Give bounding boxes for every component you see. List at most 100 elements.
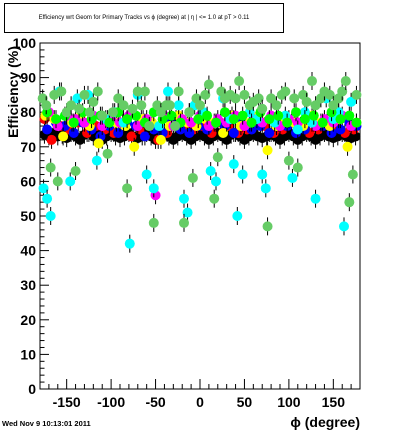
data-point xyxy=(344,197,355,208)
data-point xyxy=(292,124,303,135)
data-point xyxy=(230,93,241,104)
chart-title: Efficiency wrt Geom for Primary Tracks v… xyxy=(4,3,284,33)
data-point xyxy=(342,141,353,152)
data-point xyxy=(127,103,138,114)
data-point xyxy=(52,176,63,187)
x-tick-label: -50 xyxy=(145,394,165,410)
x-tick-label: -150 xyxy=(53,394,81,410)
data-point xyxy=(126,131,137,142)
data-point xyxy=(203,79,214,90)
data-point xyxy=(317,117,328,128)
data-point xyxy=(46,134,57,145)
data-point xyxy=(228,159,239,170)
data-point xyxy=(335,114,346,125)
data-point xyxy=(70,166,81,177)
data-point xyxy=(299,114,310,125)
data-point xyxy=(97,110,108,121)
data-point xyxy=(237,110,248,121)
data-point xyxy=(339,221,349,232)
data-point xyxy=(273,110,284,121)
data-point xyxy=(260,183,271,194)
data-point xyxy=(264,127,275,138)
data-point xyxy=(58,131,69,142)
data-point xyxy=(262,221,273,232)
data-point xyxy=(212,152,223,163)
data-point xyxy=(310,100,321,111)
data-point xyxy=(45,211,56,221)
data-point xyxy=(173,100,184,111)
data-point xyxy=(139,131,150,142)
data-point xyxy=(246,117,257,128)
data-point xyxy=(328,100,339,111)
data-point xyxy=(79,89,90,100)
data-point xyxy=(184,127,195,138)
data-point xyxy=(184,107,195,118)
data-point xyxy=(200,89,211,100)
data-point xyxy=(38,183,49,194)
data-point xyxy=(202,110,213,121)
data-point xyxy=(102,148,113,159)
y-tick-label: 40 xyxy=(20,243,36,259)
data-point xyxy=(74,103,85,114)
data-point xyxy=(292,162,303,173)
data-point xyxy=(68,117,79,128)
data-point xyxy=(209,193,220,204)
data-point xyxy=(42,193,53,204)
x-tick-label: 0 xyxy=(196,394,204,410)
data-point xyxy=(228,127,239,138)
y-tick-label: 10 xyxy=(20,346,36,362)
axis-ticks: 0 10 20 30 40 50 60 70 80 90 100 -150 -100 -50 0 50 100 1… xyxy=(13,35,361,410)
data-point xyxy=(170,121,181,132)
data-point xyxy=(283,155,294,166)
data-point xyxy=(228,114,239,125)
data-point xyxy=(113,93,124,104)
data-point xyxy=(264,114,275,125)
x-tick-label: -100 xyxy=(97,394,125,410)
data-point xyxy=(211,117,221,128)
data-point xyxy=(266,93,277,104)
data-point xyxy=(337,86,348,97)
x-tick-label: 50 xyxy=(237,394,253,410)
y-tick-label: 90 xyxy=(20,70,36,86)
data-point xyxy=(291,107,301,118)
data-point xyxy=(211,176,221,187)
data-point xyxy=(257,169,268,180)
data-point xyxy=(347,169,358,180)
data-point xyxy=(164,100,175,111)
data-point xyxy=(141,169,152,180)
data-point xyxy=(107,107,118,118)
data-point xyxy=(195,100,205,111)
data-point xyxy=(193,114,204,125)
data-point xyxy=(271,100,282,111)
data-point xyxy=(92,86,103,97)
data-point xyxy=(346,96,357,107)
x-tick-label: 100 xyxy=(277,394,301,410)
y-tick-label: 30 xyxy=(20,277,36,293)
y-axis-label: Efficiency (%) xyxy=(5,46,21,138)
data-point xyxy=(219,107,230,118)
data-point xyxy=(124,238,135,249)
data-point xyxy=(237,169,248,180)
data-point xyxy=(122,183,133,194)
y-tick-label: 80 xyxy=(20,104,36,120)
data-point xyxy=(148,217,159,228)
data-point xyxy=(166,110,177,121)
data-point xyxy=(139,86,150,97)
data-point xyxy=(113,127,124,138)
data-point xyxy=(335,124,346,135)
data-point xyxy=(122,114,133,125)
data-point xyxy=(93,138,104,149)
data-point xyxy=(239,89,250,100)
data-point xyxy=(173,86,184,97)
data-point xyxy=(232,211,243,221)
data-point xyxy=(104,117,115,128)
data-point xyxy=(182,207,193,218)
data-point xyxy=(307,76,317,87)
y-tick-label: 20 xyxy=(20,312,36,328)
data-point xyxy=(187,172,198,183)
data-point xyxy=(344,110,355,121)
y-tick-label: 50 xyxy=(20,208,36,224)
data-point xyxy=(65,176,76,187)
data-point xyxy=(155,134,166,145)
x-tick-label: 150 xyxy=(322,394,346,410)
